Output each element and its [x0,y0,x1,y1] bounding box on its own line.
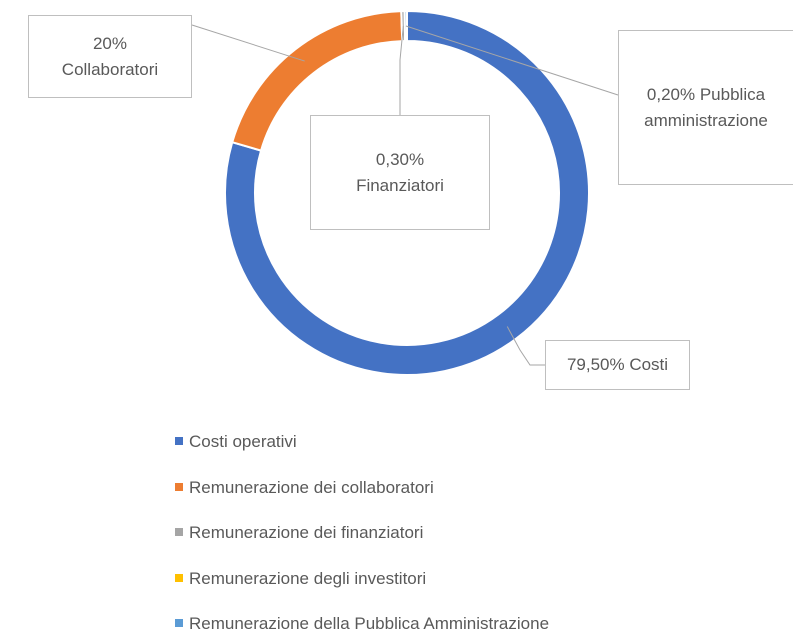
donut-slice [403,9,408,43]
legend-item: Remunerazione della Pubblica Amministraz… [175,614,549,634]
legend-swatch [175,573,183,582]
donut-slice [224,9,590,376]
legend-swatch [175,437,183,445]
legend-swatch [175,619,183,627]
leader-line [405,25,619,96]
data-label: 20% Collaboratori [28,15,192,98]
legend-item: Remunerazione degli investitori [175,569,426,589]
legend-swatch [175,482,183,491]
legend-item: Costi operativi [175,432,297,452]
leader-line [191,24,305,62]
leader-line [399,25,404,115]
legend-label: Remunerazione dei finanziatori [189,523,424,542]
leader-line [506,326,545,366]
legend-label: Remunerazione degli investitori [189,568,427,588]
data-label: 0,30% Finanziatori [310,115,490,230]
data-label: 0,20% Pubblica amministrazione [618,30,793,185]
legend-label: Remunerazione della Pubblica Amministraz… [189,614,550,633]
data-label: 79,50% Costi [545,340,690,390]
legend-item: Remunerazione dei collaboratori [175,478,434,498]
legend-label: Remunerazione dei collaboratori [189,477,434,497]
legend-swatch [175,528,183,536]
legend-label: Costi operativi [189,432,297,451]
legend-item: Remunerazione dei finanziatori [175,523,423,543]
